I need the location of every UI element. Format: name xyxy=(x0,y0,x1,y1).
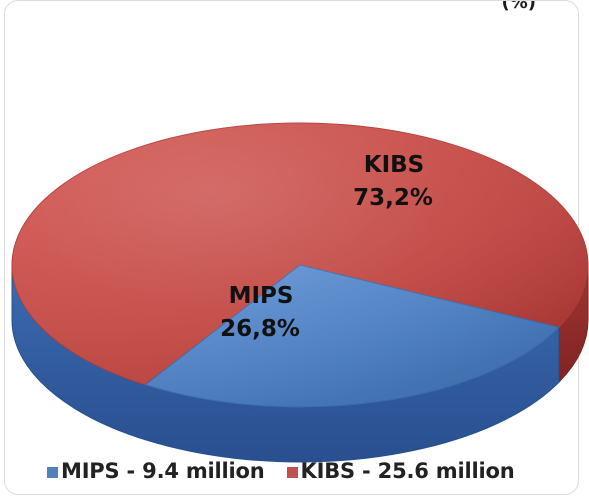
legend-label-kibs: KIBS - 25.6 million xyxy=(300,459,515,483)
data-label-kibs-percent: 73,2% xyxy=(353,185,433,211)
legend-item-kibs: KIBS - 25.6 million xyxy=(286,459,515,483)
legend-swatch-mips xyxy=(47,466,58,478)
legend-item-mips: MIPS - 9.4 million xyxy=(47,459,265,483)
legend-swatch-kibs xyxy=(286,466,298,478)
chart-title-fragment: (%) xyxy=(501,0,537,13)
legend-label-mips: MIPS - 9.4 million xyxy=(61,459,265,483)
chart-legend: MIPS - 9.4 million KIBS - 25.6 million xyxy=(47,456,515,486)
data-label-mips-name: MIPS xyxy=(229,283,294,309)
chart-layer: KIBS 73,2% MIPS 26,8% xyxy=(11,122,589,463)
data-label-mips-percent: 26,8% xyxy=(220,316,300,342)
data-label-kibs-name: KIBS xyxy=(364,152,424,178)
